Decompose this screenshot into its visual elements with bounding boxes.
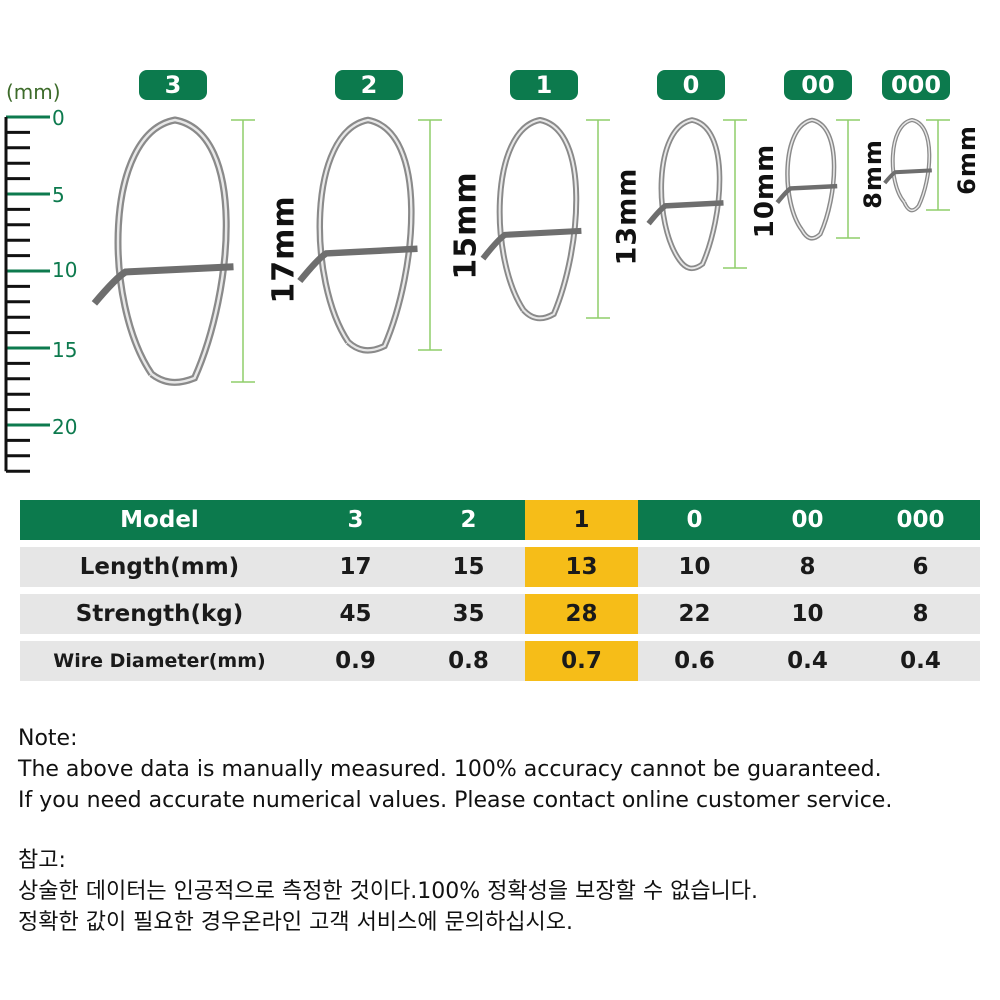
table-cell-highlight: 13 xyxy=(525,547,638,587)
ruler-label-15: 15 xyxy=(52,338,78,362)
model-badge-3: 3 xyxy=(139,70,207,100)
snap-clip-icon xyxy=(91,116,950,386)
table-header-cell: 2 xyxy=(460,507,477,533)
table-cell: 0.4 xyxy=(900,648,941,674)
row-label: Wire Diameter(mm) xyxy=(53,650,266,672)
ruler-unit-label: (mm) xyxy=(6,80,61,104)
table-cell: 10 xyxy=(791,601,824,627)
ruler-label-20: 20 xyxy=(52,415,78,439)
table-cell: 15 xyxy=(452,554,485,580)
length-label-000: 6mm xyxy=(952,125,981,195)
ruler-label-10: 10 xyxy=(52,258,78,282)
table-header-cell: 00 xyxy=(791,507,824,533)
table-header-row: Model 3 2 1 0 00 000 xyxy=(20,500,980,540)
table-cell: 35 xyxy=(452,601,485,627)
ruler-label-0: 0 xyxy=(52,106,65,130)
table-cell: 8 xyxy=(799,554,816,580)
product-illustration: (mm) 0 5 10 15 20 3 2 1 0 00 000 17mm 15… xyxy=(0,0,1000,490)
table-cell: 6 xyxy=(912,554,929,580)
note-title-en: Note: xyxy=(18,726,78,751)
note-line-en-1: The above data is manually measured. 100… xyxy=(18,757,882,782)
model-badge-2: 2 xyxy=(335,70,403,100)
note-title-ko: 참고: xyxy=(18,848,66,873)
table-header-cell: 000 xyxy=(896,507,945,533)
length-label-2: 15mm xyxy=(448,171,484,280)
model-badge-00: 00 xyxy=(784,70,852,100)
row-label: Strength(kg) xyxy=(75,601,244,627)
table-header-cell: 3 xyxy=(347,507,364,533)
note-line-en-2: If you need accurate numerical values. P… xyxy=(18,788,893,813)
note-line-ko-1: 상술한 데이터는 인공적으로 측정한 것이다.100% 정확성을 보장할 수 없… xyxy=(18,879,759,904)
row-label: Length(mm) xyxy=(79,554,240,580)
table-header-cell-highlight: 1 xyxy=(525,500,638,540)
table-header-label: Model xyxy=(120,507,199,533)
table-cell: 45 xyxy=(339,601,372,627)
ruler-label-5: 5 xyxy=(52,183,65,207)
table-cell-highlight: 0.7 xyxy=(525,641,638,681)
table-cell: 0.6 xyxy=(674,648,715,674)
model-badge-1: 1 xyxy=(510,70,578,100)
model-badge-000: 000 xyxy=(882,70,950,100)
ruler-icon xyxy=(4,115,50,473)
table-header-cell: 0 xyxy=(686,507,703,533)
table-row-length: Length(mm) 17 15 13 10 8 6 xyxy=(20,547,980,587)
length-label-3: 17mm xyxy=(266,195,302,304)
note-line-ko-2: 정확한 값이 필요한 경우온라인 고객 서비스에 문의하십시오. xyxy=(18,910,573,935)
table-cell: 0.9 xyxy=(335,648,376,674)
length-label-0: 10mm xyxy=(750,143,781,239)
model-badge-0: 0 xyxy=(657,70,725,100)
length-label-1: 13mm xyxy=(611,167,643,266)
table-cell: 8 xyxy=(912,601,929,627)
length-label-00: 8mm xyxy=(858,139,887,209)
table-cell-highlight: 28 xyxy=(525,594,638,634)
table-cell: 17 xyxy=(339,554,372,580)
table-cell: 0.4 xyxy=(787,648,828,674)
table-cell: 0.8 xyxy=(448,648,489,674)
table-cell: 10 xyxy=(678,554,711,580)
table-row-strength: Strength(kg) 45 35 28 22 10 8 xyxy=(20,594,980,634)
table-row-wire-diameter: Wire Diameter(mm) 0.9 0.8 0.7 0.6 0.4 0.… xyxy=(20,641,980,681)
table-cell: 22 xyxy=(678,601,711,627)
